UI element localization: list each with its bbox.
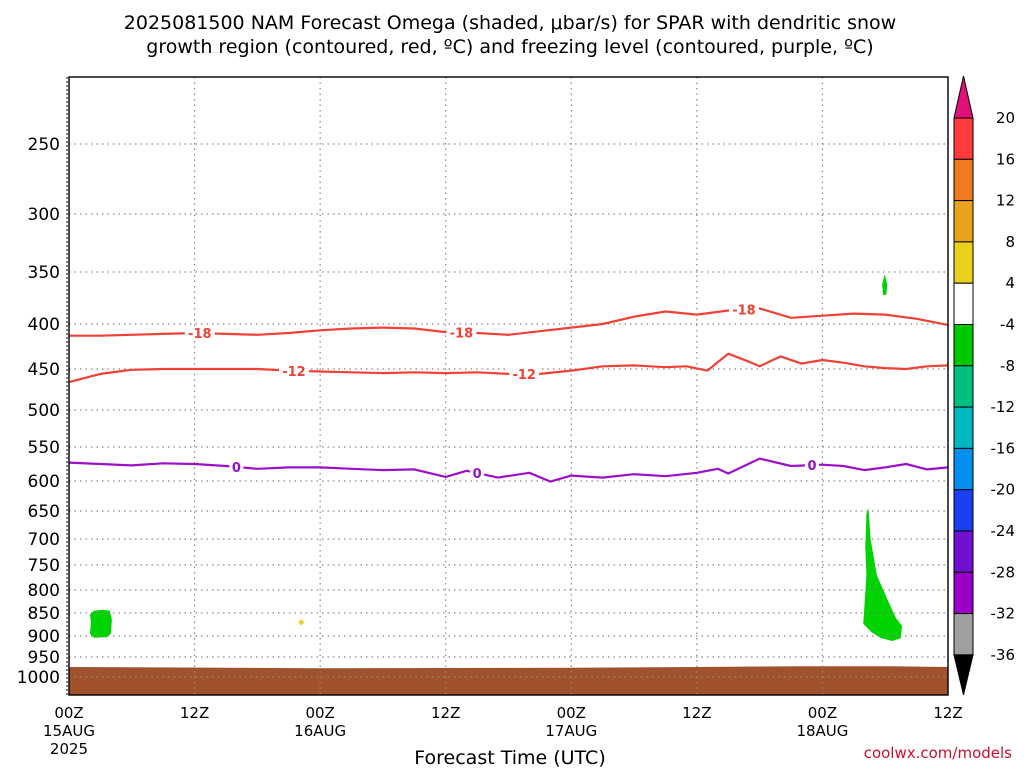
chart-title-line1: 2025081500 NAM Forecast Omega (shaded, μ…	[124, 12, 896, 34]
contour-label: 0	[807, 459, 816, 474]
contour-label-bg	[728, 302, 759, 317]
colorbar-tick-label: -32	[991, 605, 1016, 623]
y-tick-label: 850	[28, 604, 60, 624]
contour-label-bg	[470, 466, 485, 481]
x-tick-label: 00Z	[305, 704, 334, 722]
x-tick-date: 17AUG	[545, 722, 597, 740]
y-tick-label: 800	[28, 581, 60, 601]
y-axis: 250 300 350 400 450 500 550 600 650 700 750 800 850 9…	[17, 135, 60, 688]
x-tick-label: 00Z	[808, 704, 837, 722]
ground-fill	[69, 666, 948, 695]
contour-label-bg	[509, 366, 540, 381]
omega-green-upper-right	[882, 274, 888, 295]
colorbar-tick-label: -8	[1000, 357, 1015, 375]
y-tick-label: 450	[28, 360, 60, 380]
colorbar-tick-label: 4	[1005, 274, 1015, 292]
y-tick-label: 1000	[17, 668, 60, 688]
y-tick-label: 550	[28, 438, 60, 458]
colorbar-bin	[953, 489, 974, 532]
contour-label: -12	[282, 365, 306, 380]
y-tick-label: 350	[28, 263, 60, 283]
colorbar-bin	[953, 365, 974, 408]
contour-line--18	[69, 307, 949, 337]
colorbar-bin	[953, 241, 974, 284]
chart-title-line2: growth region (contoured, red, ºC) and f…	[146, 36, 873, 58]
colorbar-bin	[953, 571, 974, 615]
colorbar-tick-label: 16	[996, 150, 1015, 168]
colorbar-tick-label: 12	[996, 192, 1015, 210]
contour-label: -18	[188, 327, 212, 342]
colorbar: 20 16 12 8 4 -4 -8 -12 -16 -20 -24 -28 -32 -36	[953, 75, 1016, 696]
x-axis-label: Forecast Time (UTC)	[414, 747, 605, 768]
y-tick-label: 600	[28, 472, 60, 492]
colorbar-bin	[953, 200, 974, 243]
plot-area: -18 -18 -18 -12 -12 0 0 0	[66, 76, 949, 696]
y-tick-label: 700	[28, 530, 60, 550]
colorbar-tick-label: -12	[991, 398, 1016, 416]
contour-label: -18	[732, 303, 756, 318]
x-tick-label: 12Z	[933, 704, 962, 722]
colorbar-top-arrow	[953, 75, 974, 119]
colorbar-bin	[953, 117, 974, 160]
y-tick-label: 750	[28, 556, 60, 576]
contour-label: -12	[512, 368, 536, 383]
y-tick-label: 950	[28, 648, 60, 668]
plot-frame	[68, 76, 949, 696]
y-tick-label: 400	[28, 315, 60, 335]
colorbar-bin	[953, 158, 974, 202]
colorbar-bin	[953, 324, 974, 367]
contour-label-bg	[184, 326, 215, 341]
omega-green-low-left	[89, 609, 112, 638]
credit-text: coolwx.com/models	[864, 744, 1012, 762]
y-tick-label: 650	[28, 502, 60, 522]
y-tick-label: 500	[28, 401, 60, 421]
x-tick-label: 00Z	[54, 704, 83, 722]
x-tick-year: 2025	[50, 740, 88, 758]
contour-line--12	[68, 352, 949, 384]
colorbar-tick-label: -4	[1000, 316, 1015, 334]
y-tick-label: 300	[28, 205, 60, 225]
x-tick-label: 12Z	[431, 704, 460, 722]
colorbar-bin	[953, 613, 974, 656]
y-tick-label: 900	[28, 627, 60, 647]
contour-label: 0	[232, 461, 241, 476]
contour-label-bg	[229, 459, 244, 474]
x-tick-date: 18AUG	[796, 722, 848, 740]
x-tick-label: 12Z	[682, 704, 711, 722]
contour-label-bg	[804, 458, 819, 473]
colorbar-tick-label: -28	[991, 563, 1016, 581]
colorbar-bin	[953, 447, 974, 491]
colorbar-tick-label: -20	[991, 481, 1016, 499]
omega-yellow-dot	[298, 619, 305, 626]
x-tick-date: 16AUG	[294, 722, 346, 740]
contour-label: 0	[473, 467, 482, 482]
x-tick-date: 15AUG	[43, 722, 95, 740]
omega-green-low-right	[863, 508, 902, 641]
contour-label: -18	[450, 327, 474, 342]
colorbar-bottom-arrow	[953, 654, 974, 696]
colorbar-bin	[953, 530, 974, 573]
colorbar-tick-label: 8	[1005, 233, 1015, 251]
y-tick-label: 250	[28, 135, 60, 155]
colorbar-bin	[953, 406, 974, 449]
colorbar-tick-label: -36	[991, 646, 1016, 664]
x-tick-label: 00Z	[557, 704, 586, 722]
colorbar-tick-label: -24	[991, 522, 1016, 540]
colorbar-tick-label: -16	[991, 439, 1016, 457]
x-tick-label: 12Z	[180, 704, 209, 722]
contour-label-bg	[278, 363, 309, 378]
contour-label-bg	[446, 325, 477, 340]
colorbar-tick-label: 20	[996, 109, 1015, 127]
colorbar-bin	[953, 282, 974, 326]
